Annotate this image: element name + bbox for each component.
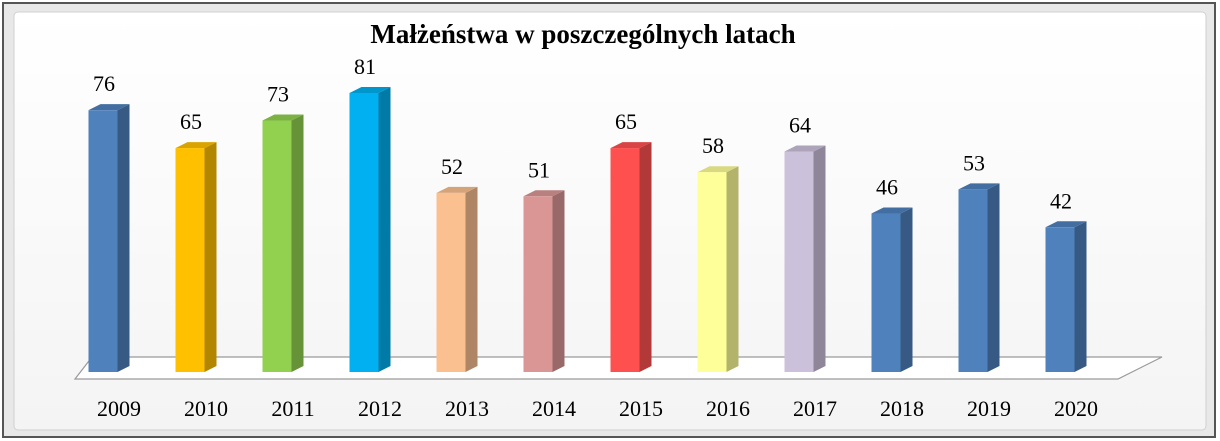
bar: [523, 196, 553, 372]
bar-top: [697, 166, 739, 173]
bar: [88, 110, 118, 373]
bar-top: [958, 183, 1000, 190]
x-tick-label: 2009: [97, 396, 141, 421]
bar: [349, 92, 379, 372]
bar: [958, 189, 988, 372]
x-tick-label: 2010: [184, 396, 228, 421]
data-label: 65: [615, 109, 637, 134]
data-label: 65: [180, 109, 202, 134]
data-label: 58: [702, 133, 724, 158]
x-tick-label: 2012: [358, 396, 402, 421]
x-tick-label: 2017: [793, 396, 837, 421]
x-tick-label: 2015: [619, 396, 663, 421]
bar-side: [726, 166, 739, 372]
data-label: 46: [876, 175, 898, 200]
data-label: 42: [1050, 188, 1072, 213]
bar: [436, 192, 466, 372]
bar-side: [1074, 221, 1087, 372]
bar: [262, 120, 292, 372]
bar-top: [262, 114, 304, 121]
bar: [697, 172, 727, 372]
bar-top: [523, 190, 565, 197]
data-label: 51: [528, 157, 550, 182]
data-label: 76: [93, 71, 115, 96]
bar: [175, 148, 205, 372]
bar: [784, 151, 814, 372]
data-label: 52: [441, 154, 463, 179]
data-label: 53: [963, 150, 985, 175]
bar-side: [987, 183, 1000, 372]
bar-side: [639, 142, 652, 372]
bar-side: [291, 114, 304, 372]
x-tick-label: 2011: [271, 396, 314, 421]
x-tick-label: 2018: [880, 396, 924, 421]
chart-title: Małżeństwa w poszczególnych latach: [370, 19, 795, 49]
bar-side: [117, 104, 130, 373]
bar-top: [1045, 221, 1087, 228]
x-tick-label: 2014: [532, 396, 576, 421]
bar-side: [204, 142, 217, 372]
bar: [871, 213, 901, 372]
bar-top: [88, 104, 130, 111]
x-tick-label: 2019: [967, 396, 1011, 421]
bar-side: [813, 145, 826, 372]
bar: [610, 148, 640, 372]
bar-side: [900, 207, 913, 372]
data-label: 73: [267, 82, 289, 107]
bar-top: [784, 145, 826, 152]
x-tick-label: 2016: [706, 396, 750, 421]
bar-top: [175, 142, 217, 149]
bar: [1045, 227, 1075, 372]
bar-top: [610, 142, 652, 149]
bar-top: [871, 207, 913, 214]
bar-side: [465, 186, 478, 372]
bar-top: [436, 186, 478, 193]
data-label: 64: [789, 113, 811, 138]
bar-side: [552, 190, 565, 372]
bar-top: [349, 86, 391, 93]
x-tick-label: 2013: [445, 396, 489, 421]
x-tick-label: 2020: [1054, 396, 1098, 421]
bar-side: [378, 86, 391, 372]
data-label: 81: [354, 54, 376, 79]
